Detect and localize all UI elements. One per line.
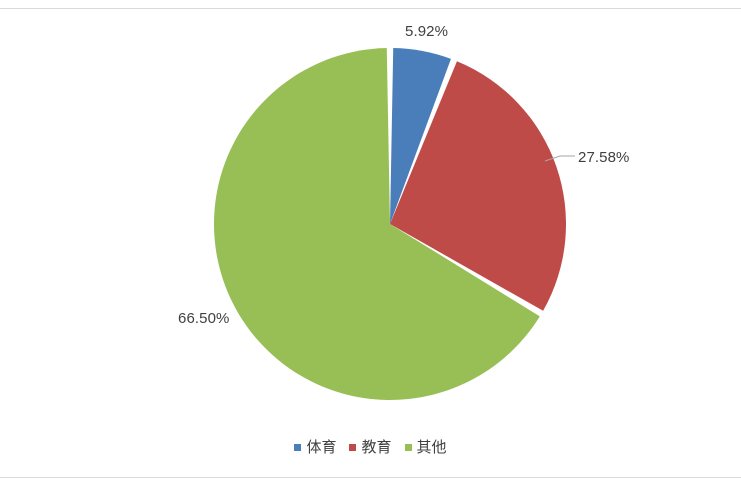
legend-item-1[interactable]: 教育 <box>349 439 392 456</box>
leader-line-slice-1 <box>544 155 575 162</box>
legend-swatch-icon-2 <box>404 444 412 451</box>
slice-value-label-0: 5.92% <box>405 23 449 40</box>
legend-label-2: 其他 <box>416 439 447 456</box>
legend-item-0[interactable]: 体育 <box>294 440 336 455</box>
pie-slice-2[interactable] <box>213 48 540 401</box>
figure-bottom-rule <box>0 477 741 478</box>
pie-slice-1[interactable] <box>390 61 567 311</box>
legend-label-0: 体育 <box>306 439 337 456</box>
legend-swatch-icon-0 <box>294 444 302 451</box>
legend-label-1: 教育 <box>361 439 392 456</box>
legend-swatch-icon-1 <box>349 444 357 451</box>
pie-slice-0[interactable] <box>390 48 451 224</box>
slice-value-label-1: 27.58% <box>578 149 630 166</box>
slice-value-label-2: 66.50% <box>178 310 230 327</box>
legend-item-2[interactable]: 其他 <box>404 439 447 456</box>
chart-legend: 体育 教育 其他 <box>0 440 741 455</box>
figure-top-rule <box>0 8 741 9</box>
pie-slices <box>213 48 567 401</box>
